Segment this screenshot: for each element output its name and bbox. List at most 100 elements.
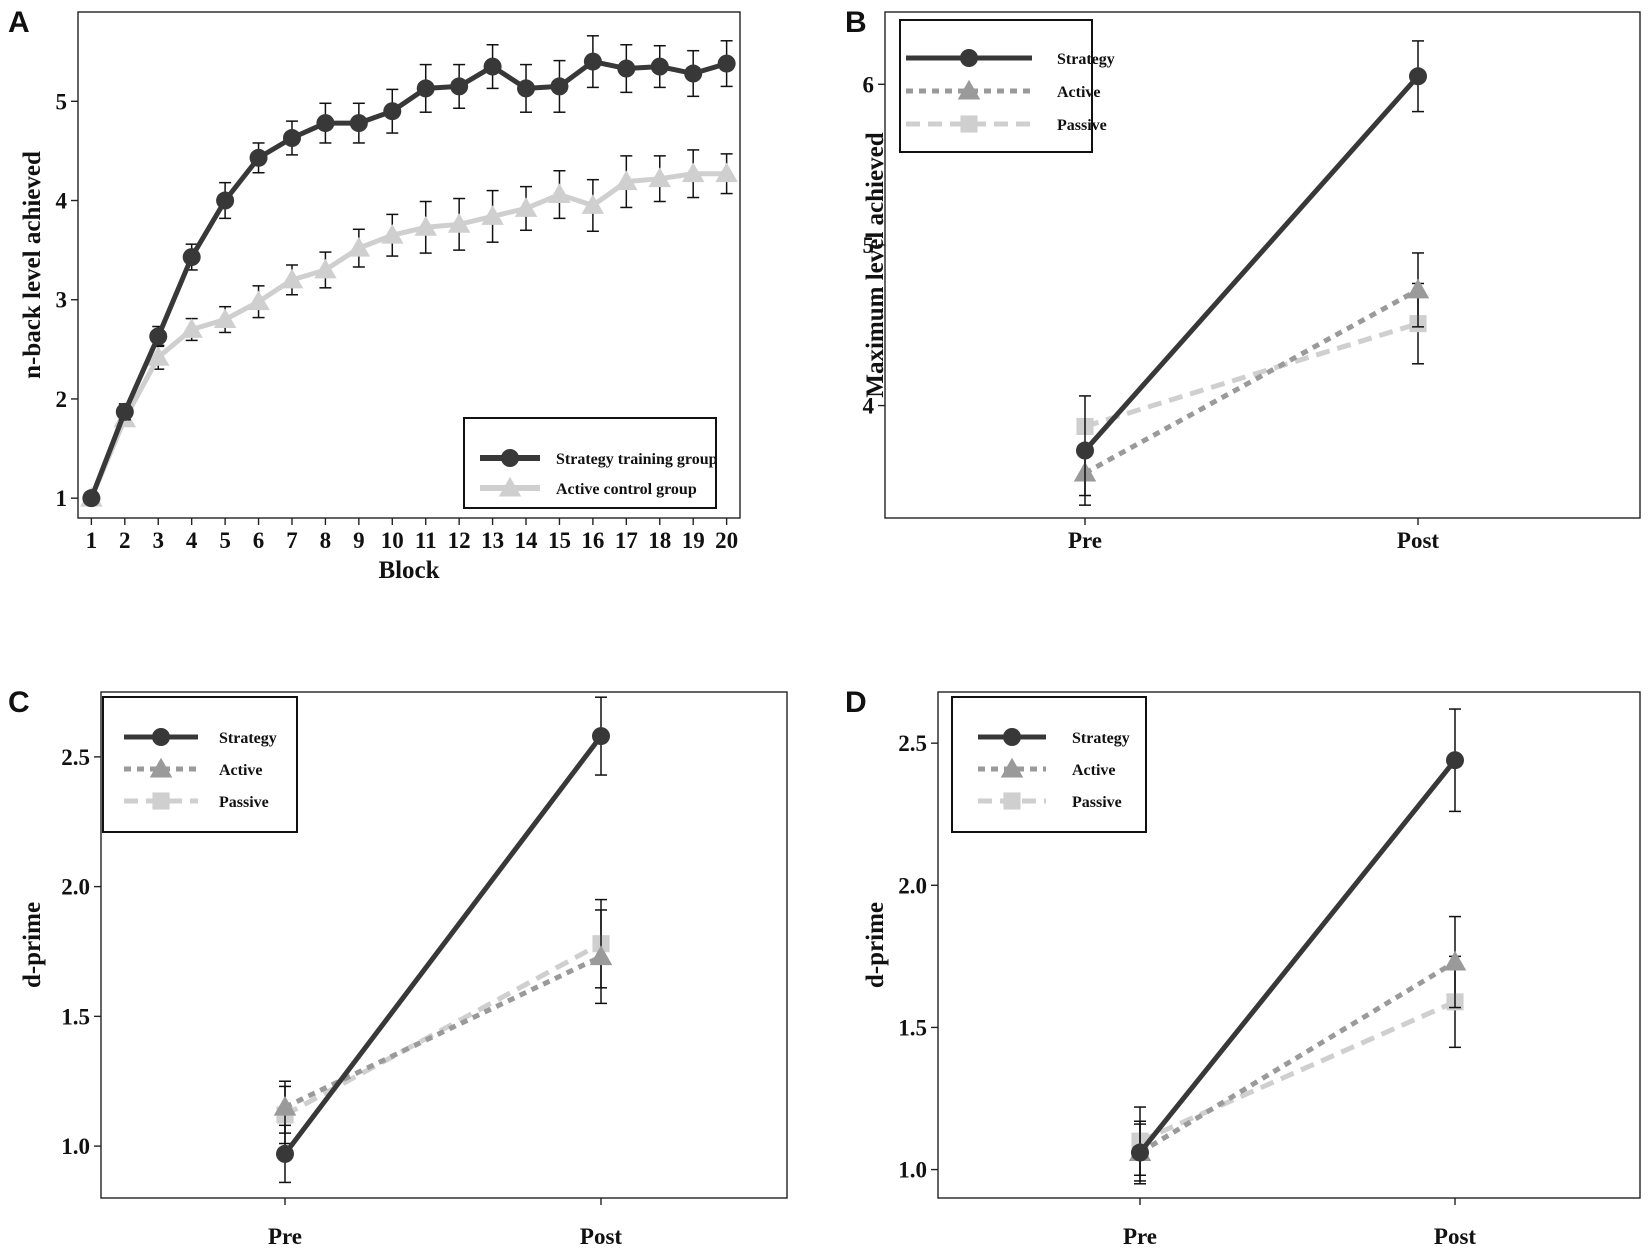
y-tick-label: 1.5 (61, 1004, 90, 1029)
data-point (715, 162, 738, 183)
x-tick-label: 10 (381, 528, 404, 553)
series-line (1083, 74, 1420, 453)
series-passive (276, 898, 610, 1145)
y-tick-label: 5 (56, 89, 68, 114)
legend-marker (498, 476, 522, 497)
series-line (1084, 321, 1419, 429)
x-tick-label: 4 (186, 528, 198, 553)
data-point (383, 102, 402, 121)
panel-label: B (845, 6, 867, 39)
data-point (684, 64, 703, 83)
data-point (615, 170, 638, 191)
data-point (180, 318, 203, 338)
data-point (146, 346, 170, 366)
legend: Strategy Active Passive (102, 696, 298, 833)
y-tick-label: 4 (56, 189, 68, 214)
x-tick-label: 16 (581, 528, 604, 553)
y-tick-label: 2.0 (898, 873, 927, 898)
series-line (283, 954, 603, 1110)
x-tick-label: Pre (268, 1224, 302, 1249)
x-tick-label: 9 (353, 528, 365, 553)
x-tick-label: Post (580, 1224, 623, 1249)
series-line (1083, 287, 1420, 476)
x-tick-label: 14 (515, 528, 539, 553)
series-active-control-group (80, 149, 738, 507)
x-tick-label: 8 (320, 528, 332, 553)
series-passive (1076, 282, 1427, 435)
y-tick-label: 2.5 (61, 745, 90, 770)
plot-frame (100, 691, 788, 1199)
data-point (1443, 950, 1467, 971)
data-point (82, 489, 101, 508)
series-line (1138, 758, 1457, 1155)
data-point (589, 945, 613, 966)
legend-marker (152, 792, 170, 810)
y-tick-label: 1.0 (61, 1134, 90, 1159)
series-strategy (1076, 40, 1427, 506)
x-axis-title: Block (378, 557, 439, 584)
y-tick-label: 5 (863, 233, 875, 258)
data-point (381, 223, 404, 244)
data-point (247, 290, 270, 311)
data-point (681, 162, 705, 183)
legend-frame (951, 696, 1147, 833)
data-point (149, 327, 168, 346)
legend-label: Strategy (1072, 730, 1130, 747)
legend-marker (957, 79, 981, 100)
x-tick-label: 12 (448, 528, 471, 553)
data-point (592, 727, 610, 746)
series-active (1073, 252, 1430, 497)
panel-d: D 1.0 1.5 2.0 2.5 Pre Post d-prime Strategy Activ… (845, 686, 1641, 1249)
y-tick-label: 2.5 (898, 731, 927, 756)
x-tick-label: 11 (415, 528, 437, 553)
x-tick-label: 2 (119, 528, 131, 553)
legend-marker (1003, 728, 1021, 746)
x-tick-label: Post (1397, 528, 1440, 553)
legend-marker (501, 449, 519, 467)
panel-label: A (8, 6, 30, 39)
legend-marker (1003, 792, 1021, 810)
data-point (213, 308, 237, 329)
data-point (581, 194, 605, 214)
x-tick-label: 18 (648, 528, 671, 553)
data-point (182, 248, 201, 267)
data-point (447, 213, 471, 233)
data-point (548, 183, 571, 203)
legend-frame (899, 19, 1093, 153)
data-point (617, 59, 636, 78)
data-point (280, 268, 304, 289)
data-point (717, 54, 736, 73)
legend: Strategy Active Passive (951, 696, 1147, 833)
panel-b: B 4 5 6 Pre Post Maximum level achieved Strateg… (845, 6, 1641, 553)
y-axis-title: d-prime (862, 902, 889, 988)
series-line (283, 941, 603, 1118)
data-point (416, 79, 435, 98)
series-line (283, 734, 603, 1156)
data-point (517, 79, 536, 98)
panel-label: D (845, 686, 867, 719)
data-point (483, 57, 502, 76)
data-point (1446, 751, 1464, 770)
x-tick-label: 1 (86, 528, 98, 553)
y-tick-label: 1.0 (898, 1158, 927, 1183)
legend: Strategy Active Passive (899, 19, 1115, 153)
data-point (650, 57, 669, 76)
data-point (514, 197, 538, 217)
data-point (316, 114, 335, 133)
x-tick-label: Pre (1123, 1224, 1157, 1249)
legend-label: Strategy (1057, 51, 1115, 68)
legend-label: Passive (1057, 117, 1107, 134)
x-tick-label: 20 (715, 528, 738, 553)
data-point (276, 1144, 294, 1163)
data-point (216, 191, 235, 210)
data-point (1406, 278, 1430, 299)
data-point (583, 52, 602, 71)
y-tick-label: 4 (863, 394, 875, 419)
data-point (550, 77, 569, 96)
data-point (249, 148, 268, 167)
legend-marker (960, 49, 978, 67)
legend: Strategy training group Active control gr… (463, 417, 718, 509)
x-tick-label: 13 (481, 528, 504, 553)
data-point (481, 205, 504, 225)
